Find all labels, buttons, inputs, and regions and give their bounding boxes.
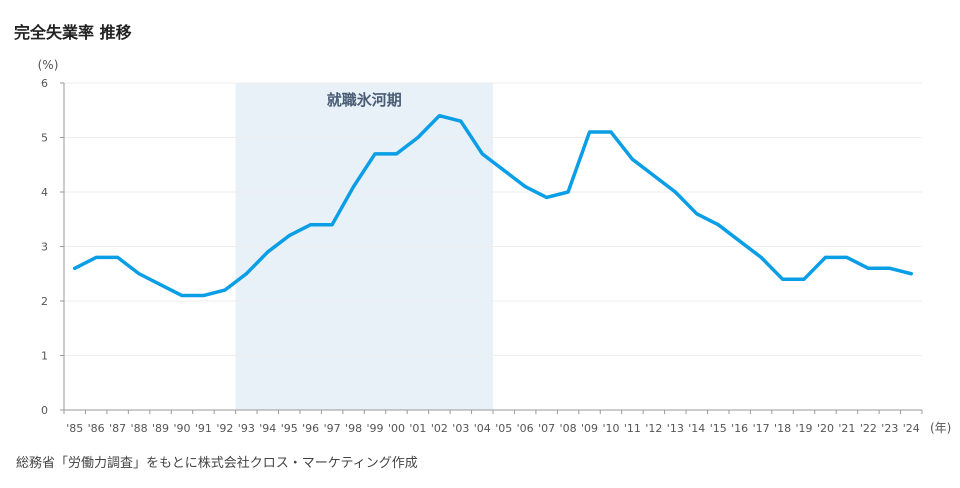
data-point <box>244 272 248 276</box>
data-point <box>823 255 827 259</box>
x-tick-label: '98 <box>345 422 362 435</box>
data-point <box>459 119 463 123</box>
data-point <box>266 250 270 254</box>
y-tick-label: 2 <box>41 295 48 308</box>
x-tick-label: '20 <box>817 422 834 435</box>
source-note: 総務省「労働力調査」をもとに株式会社クロス・マーケティング作成 <box>16 456 418 471</box>
data-point <box>309 223 313 227</box>
data-point <box>845 255 849 259</box>
data-point <box>673 190 677 194</box>
x-tick-label: '07 <box>538 422 555 435</box>
x-tick-label: '88 <box>131 422 148 435</box>
data-point <box>630 157 634 161</box>
x-tick-label: '09 <box>581 422 598 435</box>
data-point <box>480 152 484 156</box>
x-tick-label: '03 <box>452 422 469 435</box>
x-tick-label: '90 <box>173 422 190 435</box>
x-tick-label: '19 <box>796 422 813 435</box>
data-point <box>523 185 527 189</box>
x-axis-label: (年) <box>930 421 951 435</box>
data-point <box>180 294 184 298</box>
x-tick-label: '12 <box>645 422 662 435</box>
data-point <box>73 266 77 270</box>
x-tick-label: '94 <box>259 422 276 435</box>
y-tick-label: 1 <box>41 350 48 363</box>
data-point <box>94 255 98 259</box>
x-tick-label: '13 <box>667 422 684 435</box>
x-tick-label: '21 <box>838 422 855 435</box>
x-tick-label: '87 <box>109 422 126 435</box>
x-tick-label: '22 <box>860 422 877 435</box>
data-point <box>759 255 763 259</box>
chart-title: 完全失業率 推移 <box>14 23 132 42</box>
x-tick-label: '06 <box>517 422 534 435</box>
x-tick-label: '95 <box>281 422 298 435</box>
data-point <box>588 130 592 134</box>
data-point <box>223 288 227 292</box>
data-point <box>373 152 377 156</box>
x-tick-label: '96 <box>302 422 319 435</box>
x-tick-label: '00 <box>388 422 405 435</box>
x-tick-label: '18 <box>774 422 791 435</box>
data-point <box>352 185 356 189</box>
data-point <box>394 152 398 156</box>
y-tick-label: 0 <box>41 404 48 417</box>
data-point <box>437 114 441 118</box>
data-point <box>137 272 141 276</box>
x-tick-label: '97 <box>324 422 341 435</box>
data-point <box>609 130 613 134</box>
data-point <box>566 190 570 194</box>
y-tick-label: 6 <box>41 77 48 90</box>
data-point <box>652 174 656 178</box>
x-tick-label: '93 <box>238 422 255 435</box>
x-tick-label: '08 <box>560 422 577 435</box>
x-tick-label: '89 <box>152 422 169 435</box>
x-tick-label: '17 <box>753 422 770 435</box>
x-tick-label: '15 <box>710 422 727 435</box>
x-tick-label: '24 <box>903 422 920 435</box>
data-point <box>866 266 870 270</box>
x-tick-label: '11 <box>624 422 641 435</box>
data-point <box>802 277 806 281</box>
x-tick-label: '99 <box>367 422 384 435</box>
data-point <box>545 195 549 199</box>
annotation-label: 就職氷河期 <box>327 91 402 109</box>
data-point <box>159 283 163 287</box>
data-point <box>502 168 506 172</box>
data-point <box>330 223 334 227</box>
x-tick-label: '04 <box>474 422 491 435</box>
data-point <box>738 239 742 243</box>
data-point <box>201 294 205 298</box>
data-point <box>695 212 699 216</box>
y-axis-label: (%) <box>38 58 59 72</box>
x-tick-label: '05 <box>495 422 512 435</box>
data-point <box>287 234 291 238</box>
x-tick-label: '92 <box>216 422 233 435</box>
data-point <box>716 223 720 227</box>
y-tick-label: 5 <box>41 132 48 145</box>
data-point <box>781 277 785 281</box>
data-point <box>888 266 892 270</box>
x-tick-label: '23 <box>881 422 898 435</box>
series-line <box>72 113 914 298</box>
x-tick-label: '01 <box>409 422 426 435</box>
x-tick-label: '85 <box>66 422 83 435</box>
y-tick-label: 4 <box>41 186 48 199</box>
x-tick-label: '10 <box>602 422 619 435</box>
x-tick-label: '02 <box>431 422 448 435</box>
data-point <box>909 272 913 276</box>
x-tick-label: '16 <box>731 422 748 435</box>
x-tick-label: '86 <box>88 422 105 435</box>
x-tick-label: '14 <box>688 422 705 435</box>
data-point <box>416 136 420 139</box>
y-tick-label: 3 <box>41 241 48 254</box>
x-tick-label: '91 <box>195 422 212 435</box>
data-point <box>116 255 120 259</box>
